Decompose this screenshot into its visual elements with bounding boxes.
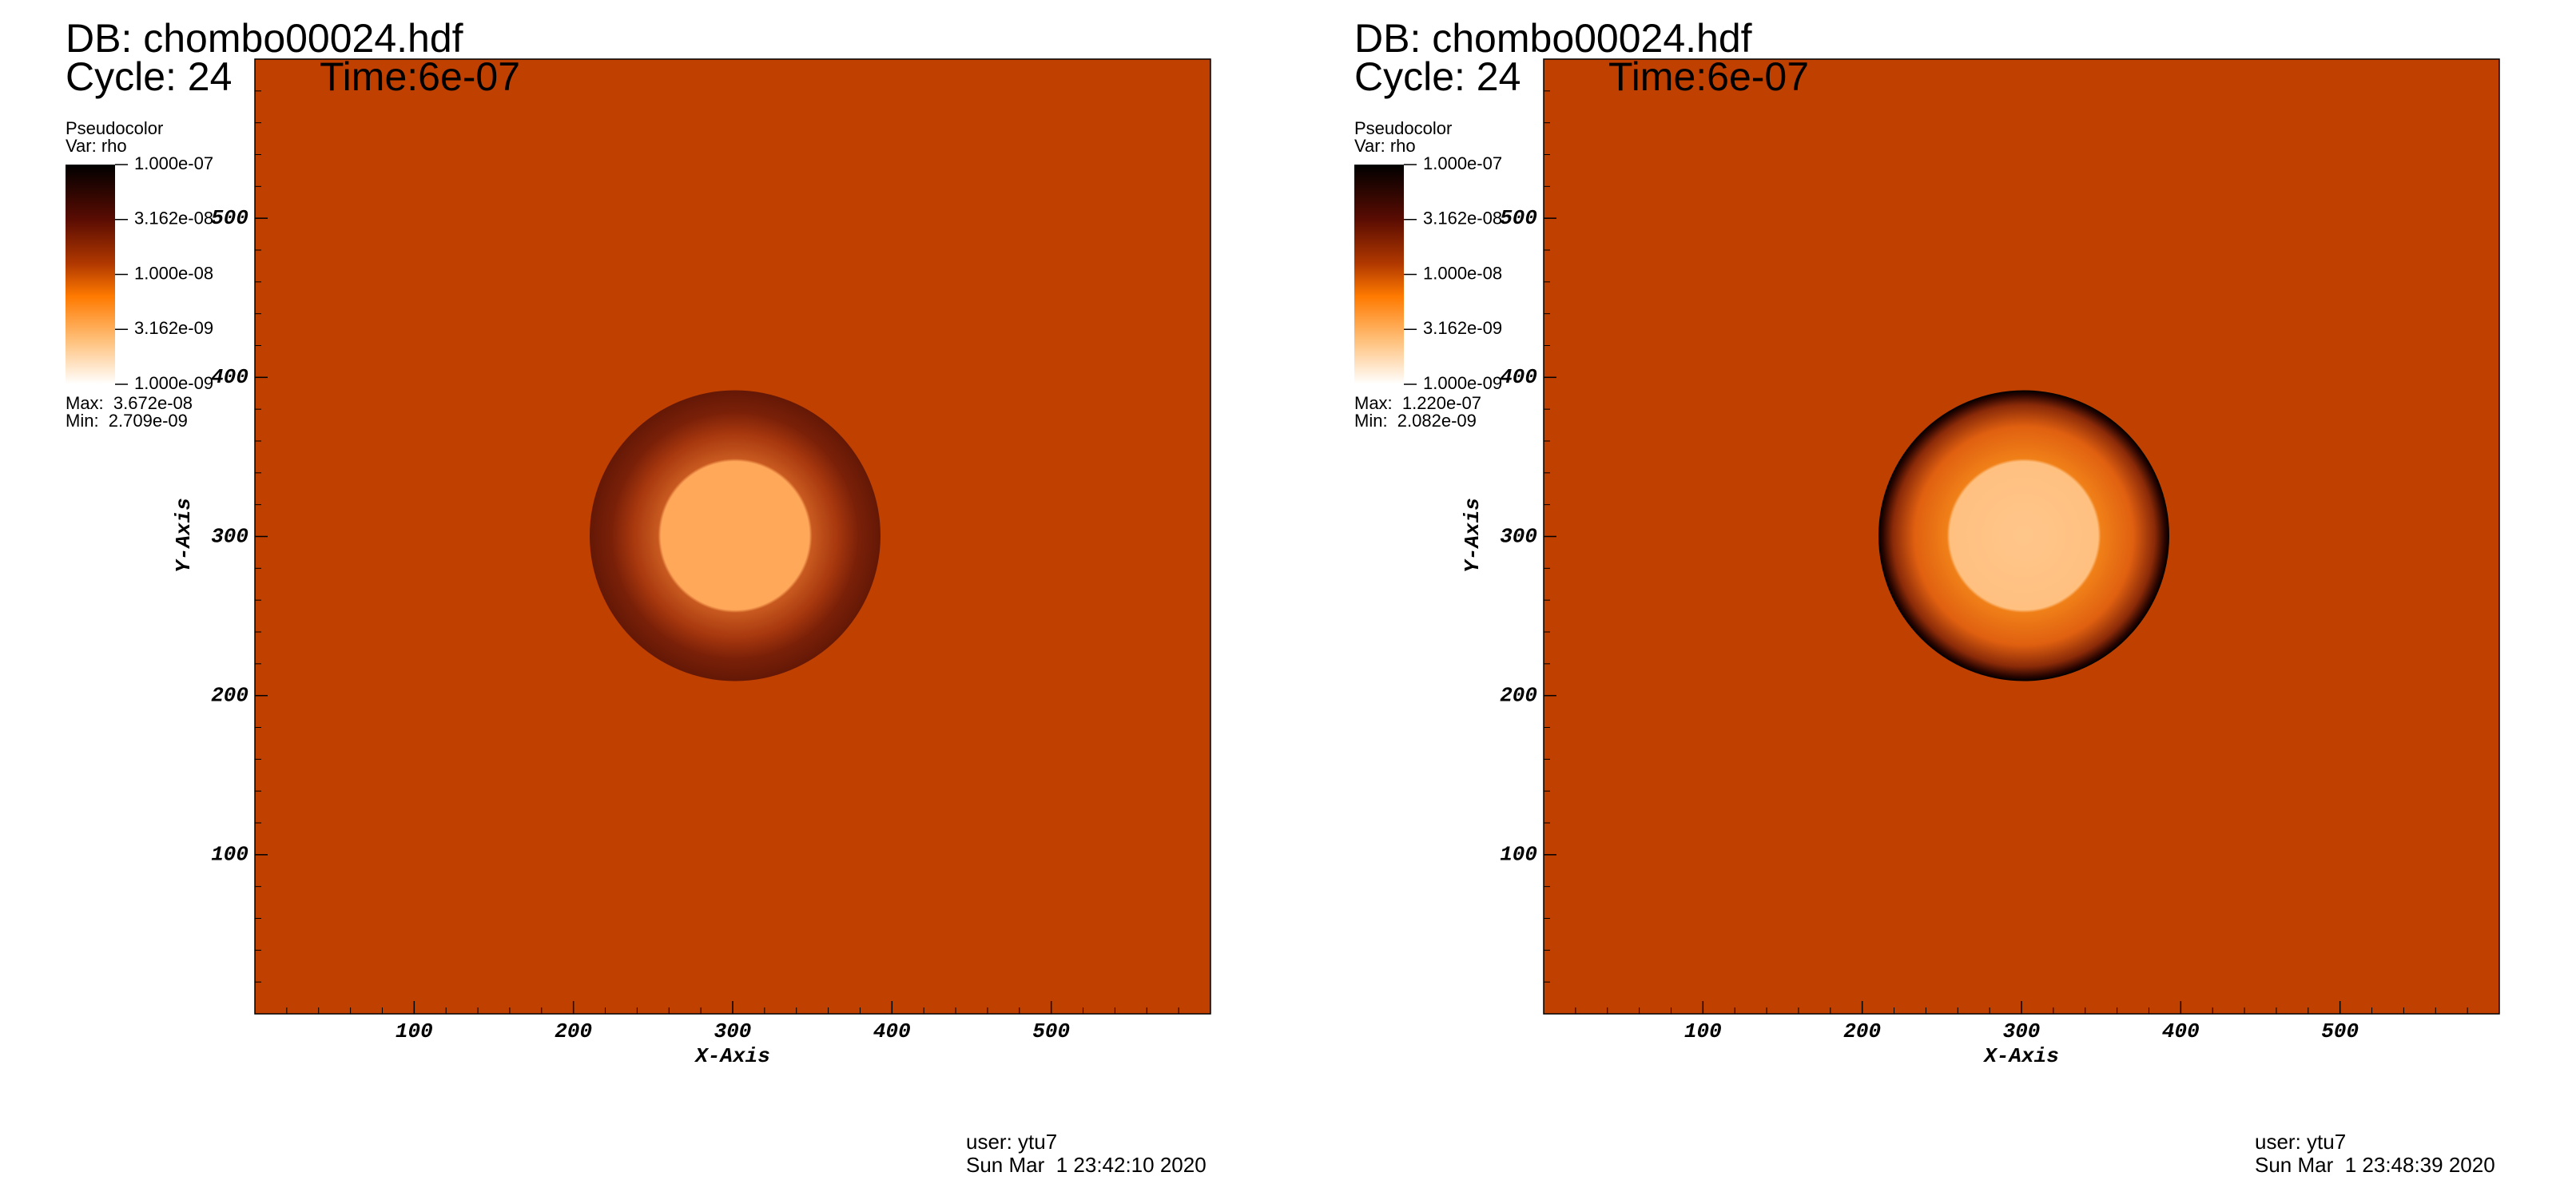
density-shell bbox=[1878, 390, 2169, 681]
y-axis-label: Y-Axis bbox=[1461, 498, 1485, 573]
time: Time:6e-07 bbox=[320, 54, 520, 99]
colorbar-label: 1.000e-09 bbox=[1423, 373, 1502, 393]
y-tick-label: 500 bbox=[1500, 206, 1537, 230]
db-title: DB: chombo00024.hdf bbox=[66, 16, 463, 61]
y-tick-label: 100 bbox=[211, 843, 248, 867]
y-tick-label: 400 bbox=[211, 365, 248, 389]
x-tick-label: 200 bbox=[1843, 1019, 1881, 1043]
time: Time:6e-07 bbox=[1608, 54, 1809, 99]
db-title: DB: chombo00024.hdf bbox=[1354, 16, 1752, 61]
colorbar-label: 3.162e-08 bbox=[1423, 209, 1502, 228]
colorbar-label: 3.162e-09 bbox=[1423, 318, 1502, 338]
user: user: ytu7 bbox=[2255, 1130, 2346, 1154]
legend-min: Min: 2.709e-09 bbox=[66, 411, 188, 431]
y-tick-label: 100 bbox=[1500, 843, 1537, 867]
cycle: Cycle: 24 bbox=[1354, 54, 1521, 99]
y-tick-label: 200 bbox=[1500, 684, 1537, 708]
legend-plot: Pseudocolor bbox=[1354, 118, 1452, 138]
legend-var: Var: rho bbox=[66, 136, 127, 156]
legend-max: Max: 3.672e-08 bbox=[66, 393, 193, 413]
y-tick-label: 300 bbox=[211, 524, 248, 548]
colorbar-label: 1.000e-08 bbox=[1423, 263, 1502, 283]
legend-var: Var: rho bbox=[1354, 136, 1416, 156]
colorbar-label: 3.162e-09 bbox=[134, 318, 213, 338]
colorbar-label: 1.000e-07 bbox=[1423, 153, 1502, 173]
density-shell bbox=[590, 390, 881, 681]
y-tick-label: 300 bbox=[1500, 524, 1537, 548]
colorbar bbox=[1354, 165, 1404, 384]
colorbar-label: 1.000e-09 bbox=[134, 373, 213, 393]
y-tick-label: 500 bbox=[211, 206, 248, 230]
x-tick-label: 300 bbox=[2003, 1019, 2041, 1043]
cycle: Cycle: 24 bbox=[66, 54, 232, 99]
x-axis-label: X-Axis bbox=[694, 1044, 770, 1068]
x-tick-label: 500 bbox=[1032, 1019, 1070, 1043]
x-tick-label: 400 bbox=[2162, 1019, 2200, 1043]
x-tick-label: 400 bbox=[873, 1019, 911, 1043]
colorbar bbox=[66, 165, 115, 384]
colorbar-label: 3.162e-08 bbox=[134, 209, 213, 228]
y-tick-label: 200 bbox=[211, 684, 248, 708]
y-tick-label: 400 bbox=[1500, 365, 1537, 389]
colorbar-label: 1.000e-08 bbox=[134, 263, 213, 283]
x-tick-label: 500 bbox=[2321, 1019, 2359, 1043]
legend-min: Min: 2.082e-09 bbox=[1354, 411, 1477, 431]
y-axis-label: Y-Axis bbox=[172, 498, 196, 573]
x-tick-label: 100 bbox=[1684, 1019, 1722, 1043]
date: Sun Mar 1 23:42:10 2020 bbox=[966, 1153, 1207, 1177]
date: Sun Mar 1 23:48:39 2020 bbox=[2255, 1153, 2495, 1177]
legend-max: Max: 1.220e-07 bbox=[1354, 393, 1481, 413]
x-axis-label: X-Axis bbox=[1982, 1044, 2059, 1068]
legend-plot: Pseudocolor bbox=[66, 118, 163, 138]
x-tick-label: 200 bbox=[555, 1019, 592, 1043]
user: user: ytu7 bbox=[966, 1130, 1057, 1154]
x-tick-label: 100 bbox=[396, 1019, 433, 1043]
colorbar-label: 1.000e-07 bbox=[134, 153, 213, 173]
x-tick-label: 300 bbox=[714, 1019, 752, 1043]
